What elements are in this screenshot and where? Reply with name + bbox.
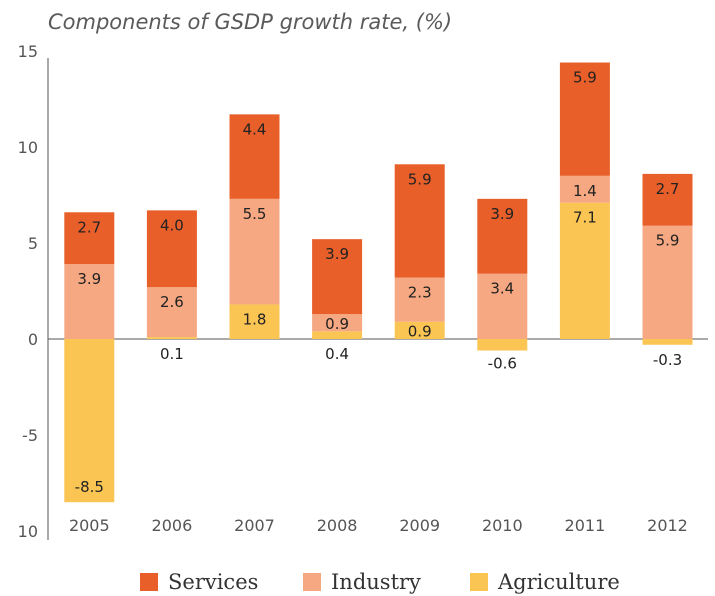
legend-label-industry: Industry [331,570,421,594]
bar-services-2012 [642,173,693,226]
y-tick-label: 5 [28,234,38,253]
value-label-services-2007: 4.4 [243,120,267,138]
x-tick-label: 2008 [317,516,358,535]
legend-item-services: Services [140,570,258,594]
value-label-industry-2006: 2.6 [160,293,184,311]
bar-agriculture-2006 [146,337,197,339]
value-label-industry-2008: 0.9 [325,315,349,333]
value-label-industry-2010: 3.4 [490,280,514,298]
bar-industry-2006 [146,287,197,338]
y-tick-label: 0 [28,330,38,349]
y-tick-label: 10 [18,138,38,157]
x-tick-label: 2011 [565,516,606,535]
bar-services-2008 [312,239,363,315]
value-label-services-2012: 2.7 [656,180,680,198]
x-tick-label: 2010 [482,516,523,535]
bar-services-2011 [559,62,610,176]
value-label-agriculture-2011: 7.1 [573,209,597,227]
value-label-industry-2009: 2.3 [408,284,432,302]
chart-legend: Services Industry Agriculture [0,568,715,596]
bar-services-2010 [477,198,528,274]
bar-industry-2005 [64,264,115,339]
value-label-industry-2012: 5.9 [656,232,680,250]
value-label-services-2008: 3.9 [325,245,349,263]
bar-industry-2011 [559,175,610,203]
y-tick-label: -5 [22,426,38,445]
bar-industry-2010 [477,273,528,339]
bar-agriculture-2005 [64,339,115,503]
bar-industry-2009 [394,277,445,322]
bar-services-2007 [229,114,280,199]
legend-swatch-agriculture [470,573,488,591]
value-label-agriculture-2009: 0.9 [408,323,432,341]
legend-swatch-industry [303,573,321,591]
bar-services-2009 [394,164,445,278]
y-tick-label: 10 [18,522,38,541]
bar-industry-2012 [642,225,693,339]
value-label-industry-2005: 3.9 [77,270,101,288]
bar-agriculture-2009 [394,321,445,339]
bar-agriculture-2012 [642,339,693,345]
value-label-agriculture-2008: 0.4 [325,345,349,363]
bar-services-2005 [64,212,115,265]
value-label-agriculture-2006: 0.1 [160,345,184,363]
value-label-industry-2011: 1.4 [573,182,597,200]
value-label-services-2006: 4.0 [160,216,184,234]
value-label-agriculture-2010: -0.6 [488,355,517,373]
x-tick-label: 2009 [399,516,440,535]
legend-item-agriculture: Agriculture [470,570,620,594]
bar-agriculture-2011 [559,202,610,339]
value-label-agriculture-2007: 1.8 [243,310,267,328]
y-tick-label: 15 [18,42,38,61]
value-label-agriculture-2005: -8.5 [75,478,104,496]
x-tick-label: 2012 [647,516,688,535]
value-label-services-2011: 5.9 [573,69,597,87]
value-label-services-2010: 3.9 [490,205,514,223]
value-label-services-2009: 5.9 [408,170,432,188]
x-tick-label: 2006 [152,516,193,535]
bar-industry-2008 [312,314,363,332]
legend-label-agriculture: Agriculture [498,570,620,594]
bar-industry-2007 [229,198,280,305]
value-label-agriculture-2012: -0.3 [653,351,682,369]
chart-title: Components of GSDP growth rate, (%) [48,10,453,34]
x-tick-label: 2007 [234,516,275,535]
bar-services-2006 [146,210,197,288]
bar-agriculture-2010 [477,339,528,351]
legend-item-industry: Industry [303,570,421,594]
legend-swatch-services [140,573,158,591]
legend-label-services: Services [168,570,259,594]
bar-agriculture-2008 [312,331,363,339]
value-label-industry-2007: 5.5 [243,205,267,223]
chart-canvas: 15 10 5 0 -5 10 -8.5 3.9 2.7 2005 0.1 2.6 4.0 2006 1.8… [18,42,708,541]
bar-agriculture-2007 [229,304,280,339]
value-label-services-2005: 2.7 [77,218,101,236]
x-tick-label: 2005 [69,516,110,535]
